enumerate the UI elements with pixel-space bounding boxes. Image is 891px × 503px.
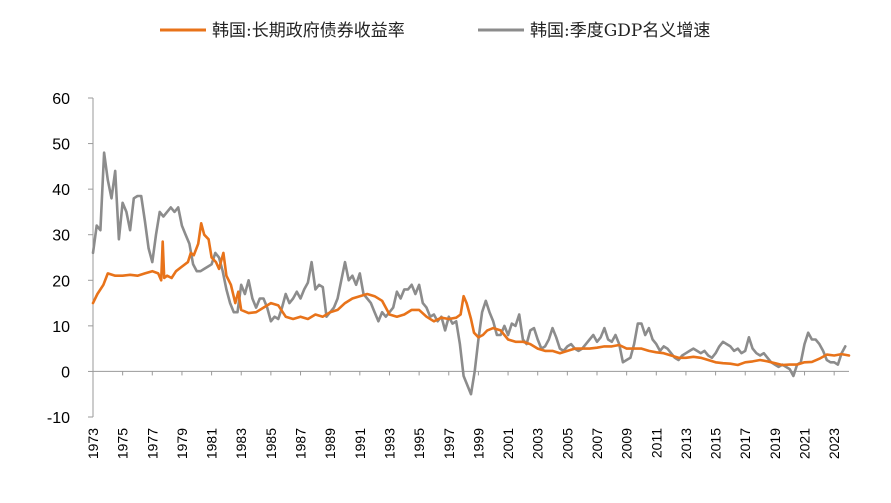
x-tick-label: 2007 (589, 428, 605, 459)
x-tick-label: 1997 (441, 428, 457, 459)
x-tick-label: 1975 (115, 428, 131, 459)
x-tick-label: 2015 (708, 428, 724, 459)
x-tick-label: 1987 (293, 428, 309, 459)
series-layer (91, 151, 851, 396)
y-tick-label: -10 (47, 410, 70, 427)
y-tick-label: 40 (52, 182, 70, 199)
y-tick-label: 0 (61, 364, 70, 381)
y-axis: 60 50 40 30 20 10 0 -10 (47, 91, 94, 427)
x-tick-label: 2019 (767, 428, 783, 459)
x-tick-label: 2009 (619, 428, 635, 459)
y-tick-label: 10 (52, 319, 70, 336)
legend-label-bond-yield: 韩国:长期政府债券收益率 (212, 21, 405, 41)
x-tick-label: 1985 (263, 428, 279, 459)
legend-label-gdp-growth: 韩国:季度GDP名义增速 (530, 21, 710, 41)
x-tick-label: 2001 (500, 428, 516, 459)
y-tick-label: 60 (52, 91, 70, 108)
legend: 韩国:长期政府债券收益率 韩国:季度GDP名义增速 (160, 21, 710, 41)
x-tick-label: 1981 (204, 428, 220, 459)
y-tick-label: 50 (52, 137, 70, 154)
x-tick-label: 2013 (678, 428, 694, 459)
x-tick-label: 1999 (470, 428, 486, 459)
x-tick-label: 1993 (381, 428, 397, 459)
x-tick-label: 2005 (559, 428, 575, 459)
y-tick-label: 20 (52, 273, 70, 290)
x-axis: 1973 1975 1977 1979 1981 1983 1985 1987 1989 1991… (85, 370, 849, 459)
y-tick-label: 30 (52, 228, 70, 245)
x-tick-label: 1973 (85, 428, 101, 459)
x-tick-label: 1989 (322, 428, 338, 459)
series-line-gdp-growth (91, 151, 847, 396)
x-tick-label: 2021 (797, 428, 813, 459)
x-tick-label: 2011 (648, 428, 664, 458)
x-tick-label: 2023 (826, 428, 842, 459)
series-line-bond-yield (91, 222, 851, 367)
x-tick-label: 1977 (144, 428, 160, 459)
x-tick-label: 1979 (174, 428, 190, 459)
x-tick-label: 1995 (411, 428, 427, 459)
x-tick-label: 1991 (352, 428, 368, 459)
x-tick-label: 2017 (737, 428, 753, 459)
x-tick-label: 1983 (233, 428, 249, 459)
x-tick-label: 2003 (530, 428, 546, 459)
